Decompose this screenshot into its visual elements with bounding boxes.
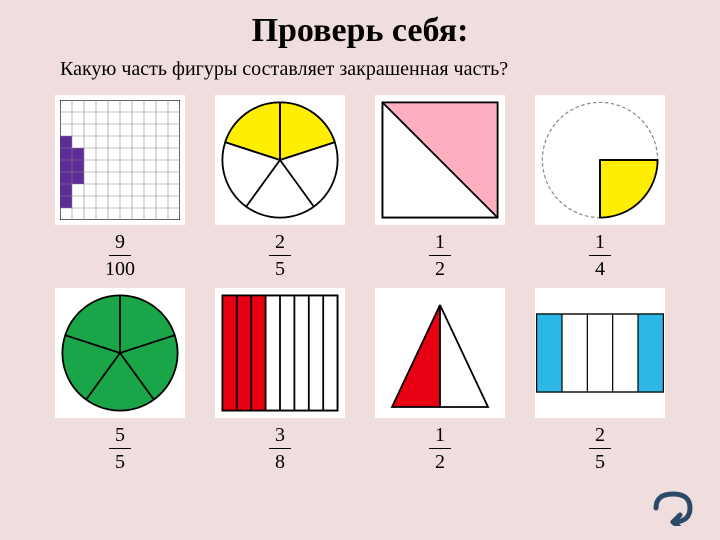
fraction-label: 1 4: [589, 231, 611, 280]
fraction-num: 3: [269, 424, 291, 449]
fraction-num: 1: [429, 231, 451, 256]
figure-cell: 9 100: [55, 95, 185, 280]
figure-pie-5: [215, 95, 345, 225]
go-back-button[interactable]: [648, 488, 698, 526]
figure-triangles-2: [375, 288, 505, 418]
figure-cell: 2 5: [535, 288, 665, 473]
subtitle: Какую часть фигуры составляет закрашенна…: [0, 58, 720, 95]
fraction-label: 9 100: [99, 231, 141, 280]
fraction-num: 5: [109, 424, 131, 449]
figure-cell: 3 8: [215, 288, 345, 473]
undo-icon: [648, 488, 698, 526]
fraction-den: 2: [429, 256, 451, 280]
fraction-den: 4: [589, 256, 611, 280]
fraction-den: 2: [429, 449, 451, 473]
fraction-label: 1 2: [429, 231, 451, 280]
figures-row: 5 5 3 8: [40, 288, 680, 473]
fraction-num: 1: [589, 231, 611, 256]
figure-bars-8: [215, 288, 345, 418]
fraction-den: 5: [269, 256, 291, 280]
figure-pie-4: [535, 95, 665, 225]
figures-row: 9 100 2 5: [40, 95, 680, 280]
fraction-label: 1 2: [429, 424, 451, 473]
fraction-den: 100: [99, 256, 141, 280]
figure-pie-5-green: [55, 288, 185, 418]
fraction-num: 2: [589, 424, 611, 449]
figure-square-diag: [375, 95, 505, 225]
figure-cell: 5 5: [55, 288, 185, 473]
fraction-den: 5: [589, 449, 611, 473]
figure-grid-100: [55, 95, 185, 225]
figure-bars-5: [535, 288, 665, 418]
fraction-num: 1: [429, 424, 451, 449]
fraction-den: 5: [109, 449, 131, 473]
figure-cell: 1 2: [375, 288, 505, 473]
figure-cell: 1 4: [535, 95, 665, 280]
figure-cell: 2 5: [215, 95, 345, 280]
fraction-label: 2 5: [269, 231, 291, 280]
fraction-den: 8: [269, 449, 291, 473]
page-title: Проверь себя:: [0, 0, 720, 58]
fraction-label: 2 5: [589, 424, 611, 473]
fraction-num: 2: [269, 231, 291, 256]
figures-grid: 9 100 2 5: [0, 95, 720, 473]
figure-cell: 1 2: [375, 95, 505, 280]
fraction-num: 9: [109, 231, 131, 256]
fraction-label: 3 8: [269, 424, 291, 473]
fraction-label: 5 5: [109, 424, 131, 473]
